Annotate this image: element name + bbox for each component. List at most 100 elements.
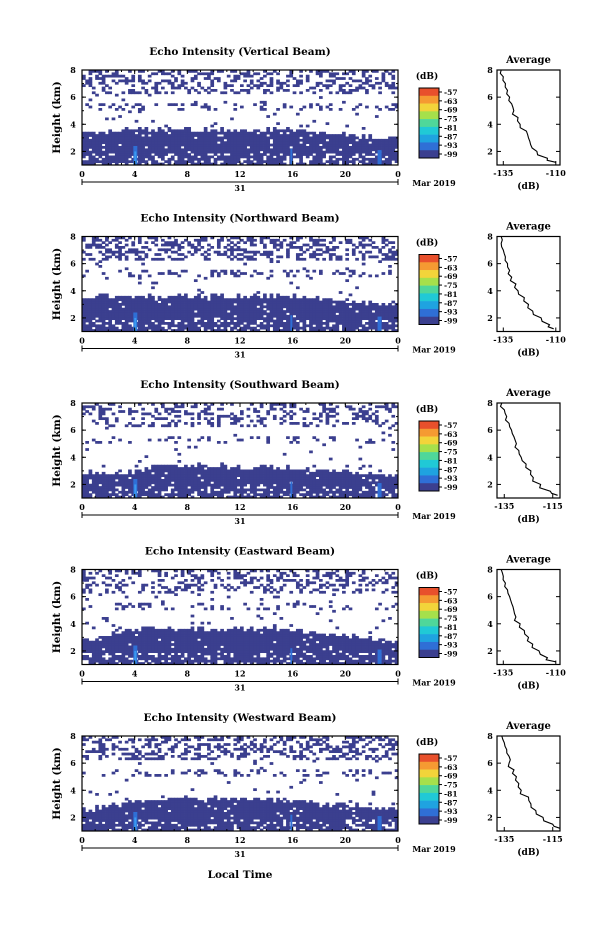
echo-cell (391, 84, 396, 88)
echo-cell (91, 131, 96, 135)
echo-cell (279, 255, 284, 259)
echo-cell (325, 105, 330, 109)
echo-cell (246, 476, 251, 480)
echo-cell (289, 74, 294, 78)
echo-cell (170, 241, 175, 245)
echo-cell (154, 324, 159, 328)
echo-cell (118, 236, 122, 240)
echo-cell (200, 131, 205, 135)
echo-cell (345, 91, 350, 95)
echo-cell (128, 314, 132, 318)
echo-cell (226, 148, 231, 152)
echo-cell (147, 483, 152, 487)
echo-cell (342, 72, 346, 76)
echo-cell (174, 448, 178, 451)
echo-cell (282, 317, 287, 321)
echo-cell (351, 493, 356, 497)
echo-cell (210, 79, 215, 83)
echo-cell (305, 310, 310, 313)
echo-cell (295, 300, 300, 304)
echo-cell (338, 310, 343, 313)
echo-cell (216, 307, 221, 311)
echo-cell (91, 160, 96, 164)
echo-cell (282, 405, 287, 409)
echo-cell (292, 84, 297, 88)
echo-cell (286, 464, 290, 468)
echo-cell (302, 422, 307, 425)
echo-cell (256, 72, 261, 76)
echo-cell (355, 412, 359, 416)
echo-cell (177, 329, 182, 332)
echo-cell (378, 305, 382, 309)
echo-cell (282, 322, 287, 325)
echo-cell (223, 317, 228, 321)
echo-cell (351, 250, 356, 254)
echo-cell (141, 479, 145, 482)
echo-cell (368, 314, 373, 318)
echo-cell (371, 241, 376, 245)
echo-cell (187, 298, 192, 302)
echo-cell (381, 438, 386, 442)
echo-cell (216, 474, 221, 478)
echo-cell (272, 469, 277, 473)
echo-cell (358, 479, 363, 482)
echo-cell (243, 314, 247, 318)
echo-cell (82, 143, 86, 147)
echo-cell (207, 405, 211, 409)
echo-cell (157, 307, 162, 311)
echo-cell (203, 471, 208, 475)
echo-cell (230, 246, 234, 249)
echo-cell (164, 322, 168, 325)
echo-cell (190, 488, 195, 492)
echo-cell (332, 483, 336, 487)
x-tick-label: 4 (132, 169, 138, 179)
echo-cell (292, 474, 297, 478)
echo-cell (322, 303, 326, 306)
echo-cell (190, 310, 195, 313)
echo-cell (137, 160, 142, 164)
echo-cell (338, 486, 343, 489)
echo-cell (355, 479, 359, 482)
echo-cell (292, 483, 297, 487)
echo-cell (302, 129, 307, 133)
echo-cell (207, 307, 211, 311)
echo-cell (174, 317, 178, 321)
echo-cell (328, 481, 333, 485)
echo-cell (180, 253, 185, 256)
echo-cell (240, 272, 244, 275)
echo-cell (177, 310, 182, 313)
echo-cell (259, 303, 264, 306)
echo-cell (170, 464, 175, 468)
echo-cell (253, 490, 257, 494)
echo-cell (101, 486, 106, 489)
echo-cell (128, 79, 132, 83)
echo-cell (124, 322, 129, 325)
echo-cell (203, 143, 208, 147)
echo-cell (147, 469, 152, 473)
echo-cell (368, 148, 373, 152)
echo-cell (345, 317, 350, 321)
echo-cell (368, 319, 373, 323)
echo-cell (279, 495, 284, 499)
echo-cell (299, 124, 303, 128)
echo-cell (114, 310, 119, 313)
echo-cell (299, 317, 303, 321)
echo-cell (325, 86, 330, 90)
echo-cell (193, 246, 198, 249)
echo-cell (105, 155, 109, 159)
echo-cell (381, 77, 386, 80)
echo-cell (338, 157, 343, 161)
echo-cell (351, 486, 356, 489)
echo-cell (121, 150, 126, 154)
echo-cell (105, 148, 109, 152)
echo-cell (131, 89, 136, 92)
echo-cell (266, 324, 271, 328)
echo-cell (180, 300, 185, 304)
echo-cell (269, 160, 274, 164)
echo-cell (246, 488, 251, 492)
echo-cell (230, 70, 234, 73)
echo-cell (299, 236, 303, 240)
echo-cell (223, 253, 228, 256)
echo-cell (108, 138, 113, 142)
echo-cell (351, 488, 356, 492)
